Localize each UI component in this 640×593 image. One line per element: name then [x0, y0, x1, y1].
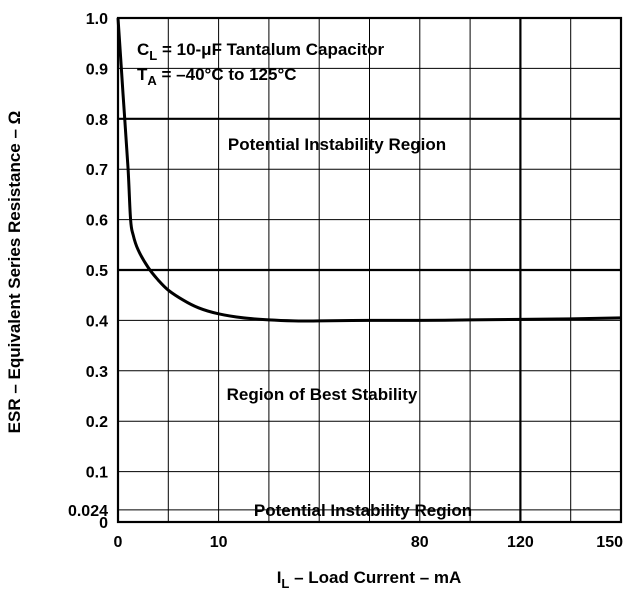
- y-tick-label: 0.2: [86, 414, 108, 431]
- plot-frame: [116, 16, 623, 524]
- temperature-text: = –40°C to 125°C: [157, 65, 297, 84]
- capacitor-text: = 10-μF Tantalum Capacitor: [157, 40, 384, 59]
- x-axis-title-symbol: I: [277, 568, 282, 587]
- y-tick-label: 0.7: [86, 162, 108, 179]
- y-tick-label: 0.5: [86, 263, 108, 280]
- temperature-subscript: A: [147, 73, 157, 88]
- capacitor-symbol: C: [137, 40, 149, 59]
- chart-grid: [116, 16, 623, 524]
- upper-region-label: Potential Instability Region: [228, 135, 446, 154]
- x-axis-title-subscript: L: [281, 576, 289, 591]
- y-tick-label: 0: [99, 515, 108, 532]
- x-tick-label: 0: [114, 534, 123, 551]
- y-tick-label: 0.6: [86, 213, 108, 230]
- y-tick-label: 0.9: [86, 61, 108, 78]
- middle-region-label: Region of Best Stability: [227, 385, 418, 404]
- y-axis-title: ESR – Equivalent Series Resistance – Ω: [5, 111, 24, 434]
- temperature-symbol: T: [137, 65, 148, 84]
- lower-region-label: Potential Instability Region: [254, 501, 472, 520]
- capacitor-subscript: L: [149, 48, 157, 63]
- y-tick-label: 0.3: [86, 364, 108, 381]
- x-tick-label: 120: [507, 534, 534, 551]
- esr-curve: [116, 17, 622, 323]
- y-tick-label: 0.024: [68, 503, 108, 520]
- y-tick-label: 0.8: [86, 112, 108, 129]
- x-axis-title-text: – Load Current – mA: [289, 568, 461, 587]
- x-tick-label: 150: [596, 534, 623, 551]
- x-tick-label: 80: [411, 534, 429, 551]
- x-axis-title: IL – Load Current – mA: [277, 568, 462, 591]
- x-tick-label: 10: [210, 534, 228, 551]
- temperature-note: TA = –40°C to 125°C: [137, 65, 297, 88]
- y-tick-label: 1.0: [86, 11, 108, 28]
- y-tick-label: 0.4: [86, 313, 108, 330]
- capacitor-note: CL = 10-μF Tantalum Capacitor: [137, 40, 385, 63]
- y-tick-label: 0.1: [86, 465, 108, 482]
